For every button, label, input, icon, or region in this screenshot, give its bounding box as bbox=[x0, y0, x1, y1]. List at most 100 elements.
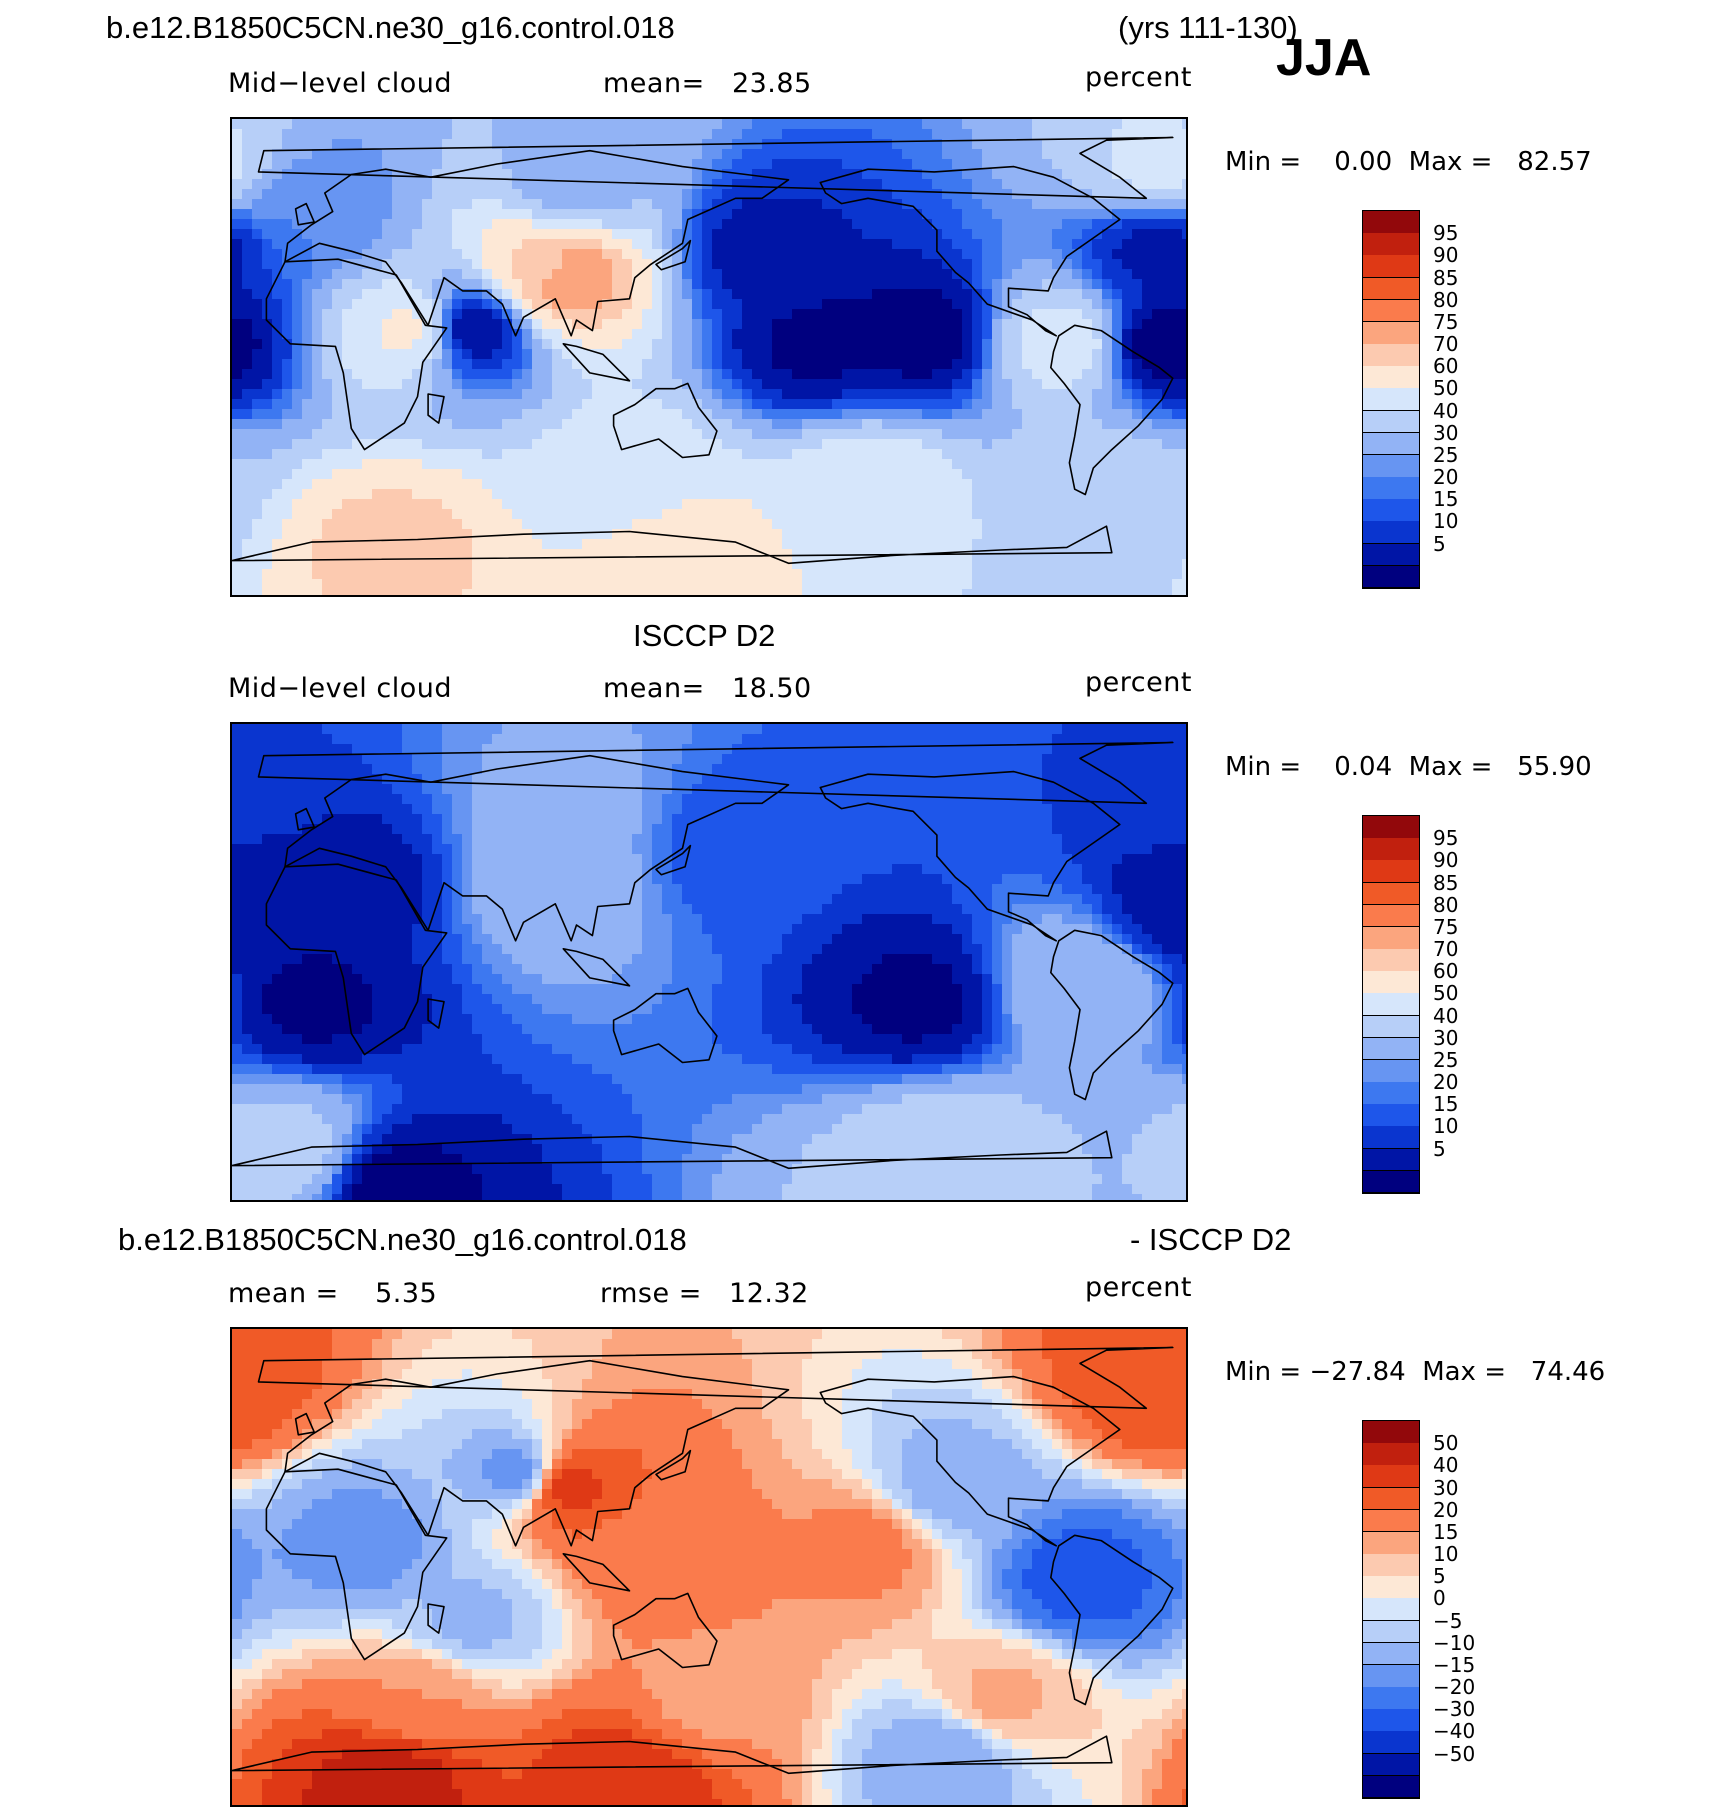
map-cell bbox=[1142, 439, 1153, 450]
map-cell bbox=[632, 754, 643, 765]
map-cell bbox=[562, 349, 573, 360]
map-cell bbox=[642, 399, 653, 410]
map-cell bbox=[852, 399, 863, 410]
map-cell bbox=[302, 734, 313, 745]
map-cell bbox=[802, 519, 813, 530]
map-cell bbox=[742, 179, 753, 190]
map-cell bbox=[442, 459, 453, 470]
map-cell bbox=[712, 519, 723, 530]
map-cell bbox=[842, 419, 853, 430]
map-cell bbox=[302, 754, 313, 765]
map-cell bbox=[252, 429, 263, 440]
map-cell bbox=[422, 419, 433, 430]
map-cell bbox=[672, 159, 683, 170]
map-cell bbox=[282, 469, 293, 480]
map-cell bbox=[452, 349, 463, 360]
map-cell bbox=[402, 139, 413, 150]
map-cell bbox=[392, 479, 403, 490]
map-cell bbox=[482, 249, 493, 260]
map-cell bbox=[852, 329, 863, 340]
map-cell bbox=[952, 339, 963, 350]
map-cell bbox=[972, 219, 983, 230]
map-cell bbox=[1082, 499, 1093, 510]
map-cell bbox=[412, 319, 423, 330]
map-cell bbox=[372, 219, 383, 230]
map-cell bbox=[392, 199, 403, 210]
map-cell bbox=[322, 744, 333, 755]
map-cell bbox=[812, 219, 823, 230]
map-cell bbox=[822, 489, 833, 500]
map-cell bbox=[862, 459, 873, 470]
map-cell bbox=[312, 734, 323, 745]
map-cell bbox=[1112, 339, 1123, 350]
map-cell bbox=[502, 379, 513, 390]
map-cell bbox=[502, 469, 513, 480]
map-cell bbox=[712, 569, 723, 580]
map-cell bbox=[882, 469, 893, 480]
map-cell bbox=[1032, 159, 1043, 170]
map-cell bbox=[1132, 269, 1143, 280]
map-cell bbox=[462, 299, 473, 310]
map-cell bbox=[1072, 189, 1083, 200]
map-cell bbox=[692, 499, 703, 510]
map-cell bbox=[472, 549, 483, 560]
map-cell bbox=[1172, 249, 1183, 260]
map-cell bbox=[812, 179, 823, 190]
map-cell bbox=[342, 489, 353, 500]
map-cell bbox=[602, 339, 613, 350]
map-cell bbox=[472, 429, 483, 440]
map-cell bbox=[242, 389, 253, 400]
map-cell bbox=[842, 734, 853, 745]
map-cell bbox=[932, 509, 943, 520]
map-cell bbox=[312, 754, 323, 765]
map-cell bbox=[752, 239, 763, 250]
map-cell bbox=[522, 259, 533, 270]
map-cell bbox=[512, 459, 523, 470]
map-cell bbox=[1012, 734, 1023, 745]
map-cell bbox=[1112, 179, 1123, 190]
map-cell bbox=[512, 339, 523, 350]
map-cell bbox=[372, 579, 383, 590]
map-cell bbox=[572, 419, 583, 430]
map-cell bbox=[1012, 724, 1023, 735]
map-cell bbox=[1132, 259, 1143, 270]
map-cell bbox=[312, 519, 323, 530]
map-cell bbox=[1042, 579, 1053, 590]
map-cell bbox=[992, 269, 1003, 280]
map-cell bbox=[512, 439, 523, 450]
map-cell bbox=[642, 529, 653, 540]
map-cell bbox=[672, 329, 683, 340]
map-cell bbox=[1152, 119, 1163, 130]
map-cell bbox=[912, 734, 923, 745]
map-cell bbox=[882, 539, 893, 550]
map-cell bbox=[402, 589, 413, 595]
map-cell bbox=[302, 399, 313, 410]
map-cell bbox=[742, 589, 753, 595]
map-cell bbox=[442, 389, 453, 400]
map-cell bbox=[322, 199, 333, 210]
map-cell bbox=[752, 519, 763, 530]
map-cell bbox=[702, 724, 713, 735]
map-cell bbox=[1112, 299, 1123, 310]
map-cell bbox=[1152, 379, 1163, 390]
map-cell bbox=[442, 469, 453, 480]
map-cell bbox=[332, 559, 343, 570]
map-cell bbox=[1012, 359, 1023, 370]
map-cell bbox=[1002, 159, 1013, 170]
map-cell bbox=[232, 369, 243, 380]
map-cell bbox=[1162, 744, 1173, 755]
map-cell bbox=[572, 409, 583, 420]
map-cell bbox=[1012, 589, 1023, 595]
map-cell bbox=[1072, 479, 1083, 490]
map-cell bbox=[232, 529, 243, 540]
map-cell bbox=[302, 519, 313, 530]
map-cell bbox=[272, 579, 283, 590]
map-cell bbox=[1042, 329, 1053, 340]
map-cell bbox=[762, 299, 773, 310]
map-cell bbox=[962, 219, 973, 230]
map-cell bbox=[622, 489, 633, 500]
map-cell bbox=[742, 329, 753, 340]
map-cell bbox=[1082, 744, 1093, 755]
map-cell bbox=[582, 479, 593, 490]
map-cell bbox=[1142, 199, 1153, 210]
